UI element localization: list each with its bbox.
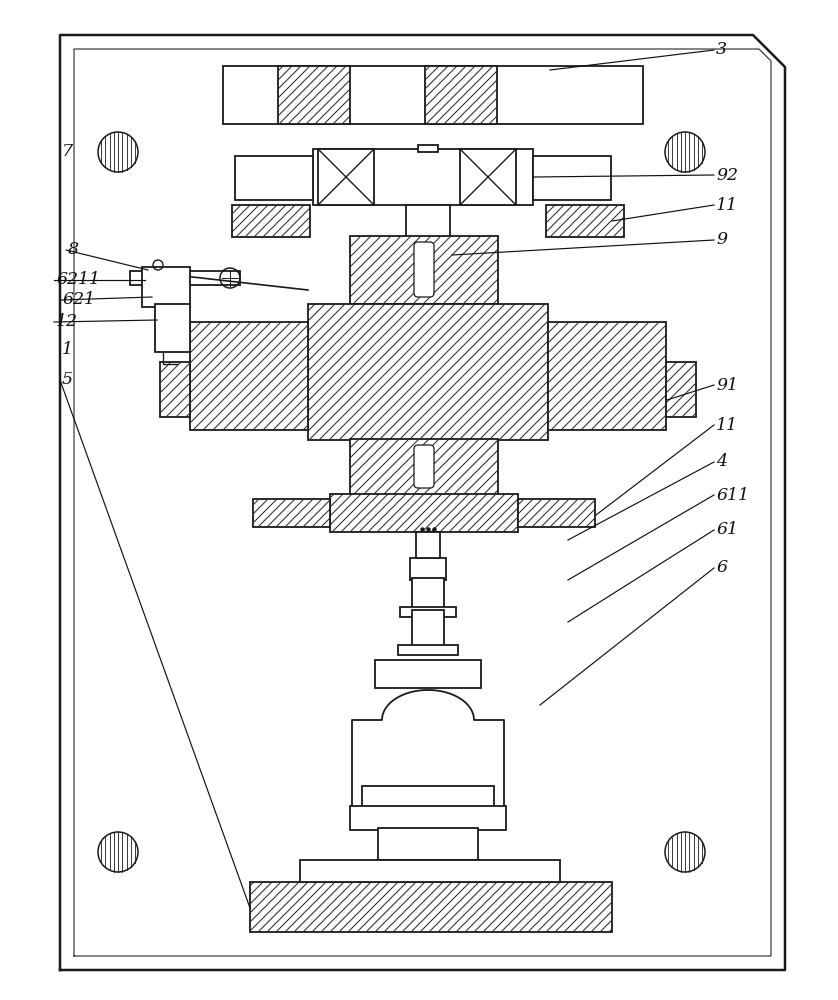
Text: 6: 6 <box>716 560 727 576</box>
Bar <box>666 362 696 417</box>
Bar <box>223 66 643 124</box>
Bar <box>155 304 190 352</box>
Bar <box>460 149 516 205</box>
Bar <box>253 499 330 527</box>
Text: 4: 4 <box>716 454 727 471</box>
Bar <box>190 322 308 430</box>
Bar <box>232 205 310 237</box>
Bar <box>160 362 190 417</box>
Bar <box>350 806 506 830</box>
Bar <box>533 156 611 200</box>
Text: 91: 91 <box>716 376 738 393</box>
FancyBboxPatch shape <box>414 242 434 297</box>
Text: 61: 61 <box>716 522 738 538</box>
Bar <box>362 786 494 808</box>
Text: 8: 8 <box>68 241 79 258</box>
Bar <box>410 558 446 580</box>
Bar <box>416 532 440 558</box>
Text: 12: 12 <box>56 314 78 330</box>
Bar <box>418 145 438 152</box>
Text: 1: 1 <box>62 342 73 359</box>
Bar <box>412 610 444 648</box>
Bar <box>330 494 518 532</box>
Text: 611: 611 <box>716 487 749 504</box>
Bar <box>518 499 595 527</box>
Bar <box>425 66 497 124</box>
Bar <box>375 660 481 688</box>
Bar <box>308 304 548 440</box>
Bar <box>350 236 498 304</box>
Bar <box>412 578 444 610</box>
Text: 11: 11 <box>716 416 738 434</box>
Bar <box>235 156 313 200</box>
Bar <box>548 322 666 430</box>
Bar <box>142 267 190 307</box>
Text: 621: 621 <box>62 292 95 308</box>
Text: 9: 9 <box>716 232 727 248</box>
Bar <box>250 882 612 932</box>
Text: 11: 11 <box>716 196 738 214</box>
Text: 3: 3 <box>716 41 727 58</box>
Bar <box>546 205 624 237</box>
Bar <box>378 828 478 860</box>
Text: 92: 92 <box>716 166 738 184</box>
Bar <box>130 271 240 285</box>
Bar <box>278 66 350 124</box>
Text: 6211: 6211 <box>56 271 100 288</box>
Text: 5: 5 <box>62 371 73 388</box>
Bar <box>350 439 498 495</box>
Bar <box>318 149 374 205</box>
Bar <box>313 149 533 205</box>
Bar <box>400 607 456 617</box>
FancyBboxPatch shape <box>414 445 434 488</box>
Bar <box>300 860 560 882</box>
Bar <box>398 645 458 655</box>
Text: 7: 7 <box>62 143 73 160</box>
Bar <box>406 205 450 370</box>
